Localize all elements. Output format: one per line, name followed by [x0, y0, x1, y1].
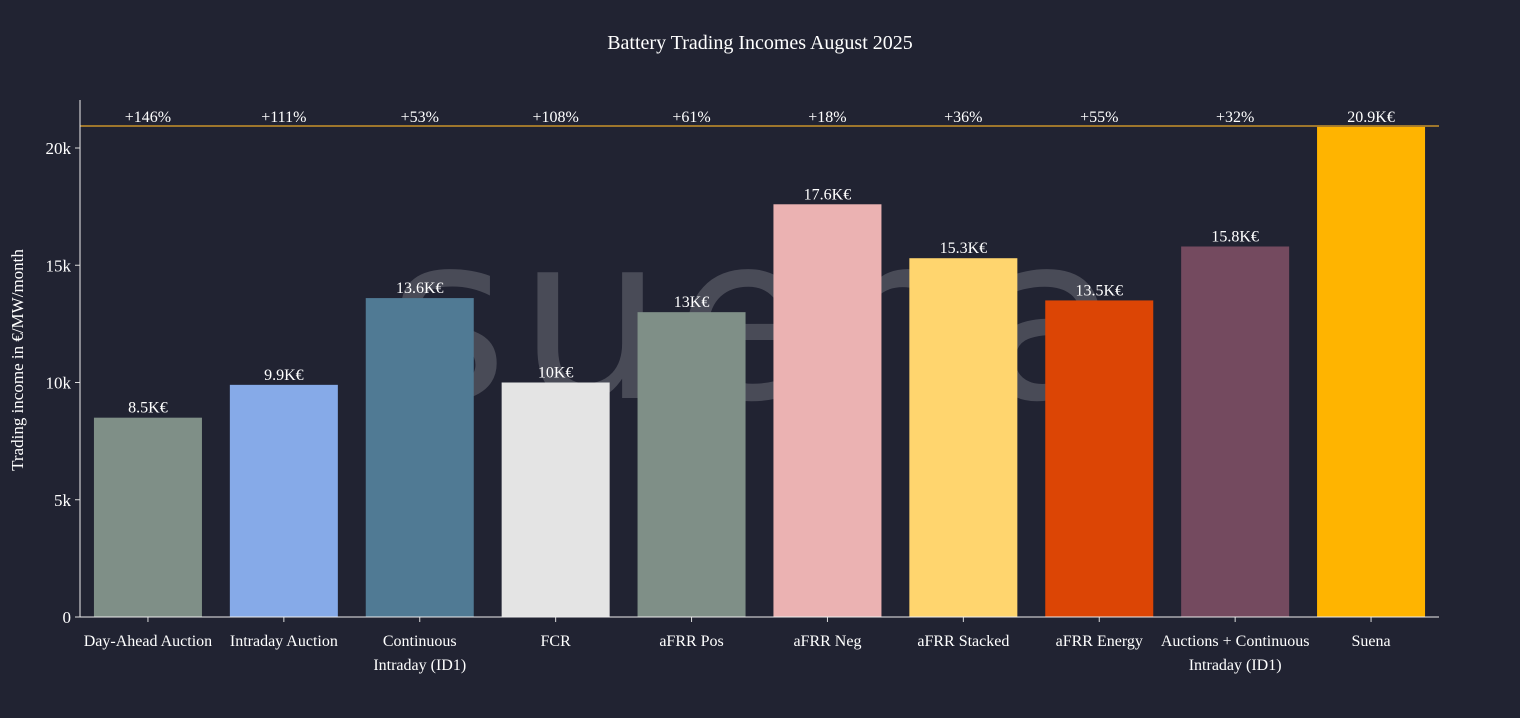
bar — [501, 382, 610, 617]
x-tick-label: Intraday (ID1) — [373, 657, 466, 674]
bar — [1045, 300, 1154, 617]
data-label: 13K€ — [674, 294, 710, 311]
bar — [93, 417, 202, 617]
x-tick-label: aFRR Stacked — [917, 633, 1009, 650]
suena-watermark: suena — [388, 186, 1132, 453]
y-tick-label: 10k — [46, 374, 72, 393]
bar — [229, 384, 338, 617]
x-tick-label: FCR — [541, 633, 572, 650]
chart-title: Battery Trading Incomes August 2025 — [607, 32, 913, 54]
top-annotation: +61% — [672, 109, 710, 126]
top-annotation: +146% — [125, 109, 171, 126]
y-tick-label: 0 — [63, 608, 72, 627]
bar — [1181, 246, 1290, 618]
x-tick-label: Intraday Auction — [230, 633, 338, 650]
bar — [637, 312, 746, 617]
y-axis-label: Trading income in €/MW/month — [8, 249, 27, 471]
top-annotation: +53% — [401, 109, 439, 126]
top-annotation: 20.9K€ — [1347, 109, 1395, 126]
bar — [773, 204, 882, 617]
data-label: 13.5K€ — [1075, 282, 1123, 299]
x-tick-label: aFRR Pos — [659, 633, 723, 650]
data-label: 17.6K€ — [804, 186, 852, 203]
top-annotation: +108% — [532, 109, 578, 126]
x-tick-label: Day-Ahead Auction — [84, 633, 212, 650]
y-tick-label: 5k — [54, 491, 72, 510]
data-label: 13.6K€ — [396, 280, 444, 297]
top-annotation: +111% — [261, 109, 306, 126]
top-annotation: +55% — [1080, 109, 1118, 126]
x-tick-label: aFRR Neg — [793, 633, 861, 650]
bar — [1317, 126, 1426, 618]
x-tick-label: Continuous — [383, 633, 457, 650]
data-label: 9.9K€ — [264, 367, 304, 384]
x-tick-label: Suena — [1351, 633, 1390, 650]
bar — [909, 258, 1018, 617]
y-tick-label: 20k — [46, 139, 72, 158]
top-annotation: +36% — [944, 109, 982, 126]
data-label: 8.5K€ — [128, 400, 168, 417]
data-label: 15.3K€ — [940, 240, 988, 257]
top-annotation: +32% — [1216, 109, 1254, 126]
top-annotation: +18% — [808, 109, 846, 126]
data-label: 15.8K€ — [1211, 228, 1259, 245]
watermark-text: suena — [388, 186, 1132, 453]
data-label: 10K€ — [538, 365, 574, 382]
x-tick-label: Auctions + Continuous — [1161, 633, 1310, 650]
x-tick-label: Intraday (ID1) — [1189, 657, 1282, 674]
bar — [365, 298, 474, 617]
y-tick-label: 15k — [46, 256, 72, 275]
x-tick-label: aFRR Energy — [1056, 633, 1143, 650]
